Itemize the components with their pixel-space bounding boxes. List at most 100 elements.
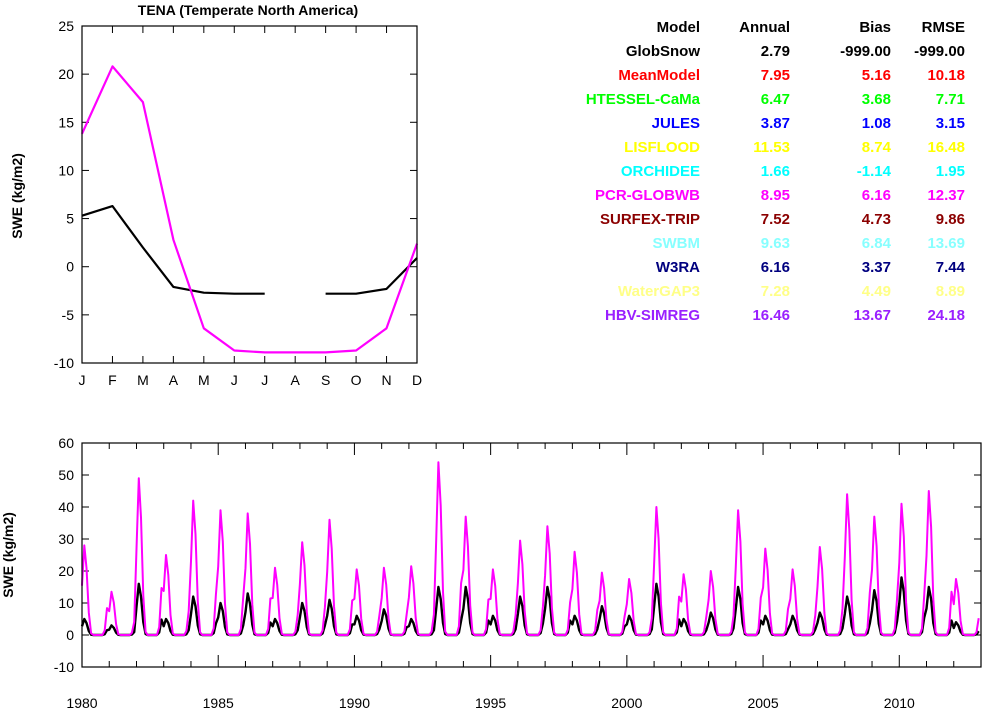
- table-cell: 7.44: [936, 259, 966, 276]
- x-tick-label: 1980: [66, 695, 97, 711]
- statistics-table: Model Annual Bias RMSE GlobSnow 2.79 -999.00 -9…: [586, 19, 966, 324]
- table-cell: 3.37: [862, 259, 891, 276]
- y-tick-label: -10: [54, 355, 74, 371]
- timeseries-chart: SWE (kg/m2) -10 0 10 20 30 40 50 60 1980 1985 1990…: [0, 435, 982, 711]
- table-cell: W3RA: [656, 259, 700, 276]
- series-line: [81, 205, 265, 295]
- table-cell: WaterGAP3: [618, 283, 700, 300]
- x-tick-label: M: [137, 372, 149, 388]
- table-cell: 9.63: [761, 235, 790, 252]
- table-cell: 16.48: [927, 139, 965, 156]
- table-cell: JULES: [652, 115, 700, 132]
- table-cell: 13.69: [927, 235, 965, 252]
- x-tick-label: A: [291, 372, 301, 388]
- tick-marks: [81, 25, 418, 364]
- table-cell: 8.74: [862, 139, 892, 156]
- table-cell: 11.53: [753, 139, 790, 156]
- y-tick-label: 50: [58, 467, 74, 483]
- y-axis-label: SWE (kg/m2): [9, 153, 25, 239]
- table-cell: 6.16: [862, 187, 891, 204]
- table-cell: SURFEX-TRIP: [600, 211, 700, 228]
- y-tick-label: 20: [58, 66, 74, 82]
- table-cell: 6.84: [862, 235, 892, 252]
- y-tick-label: 30: [58, 531, 74, 547]
- table-cell: 7.95: [761, 67, 790, 84]
- y-tick-label: 25: [58, 18, 74, 34]
- table-cell: 4.49: [862, 283, 891, 300]
- table-cell: ORCHIDEE: [621, 163, 700, 180]
- table-cell: HTESSEL-CaMa: [586, 91, 701, 108]
- x-tick-label: M: [198, 372, 210, 388]
- x-tick-label: J: [261, 372, 268, 388]
- y-tick-label: 0: [66, 627, 74, 643]
- table-cell: 2.79: [761, 43, 790, 60]
- series-line: [81, 461, 980, 636]
- table-cell: 6.47: [761, 91, 790, 108]
- tick-labels: -10 0 10 20 30 40 50 60 1980 1985 1990 1995 2000 2005…: [54, 435, 915, 711]
- y-axis-label: SWE (kg/m2): [0, 512, 16, 598]
- table-cell: 8.89: [936, 283, 965, 300]
- table-header: Annual: [739, 19, 790, 36]
- table-cell: HBV-SIMREG: [605, 307, 700, 324]
- table-cell: 24.18: [927, 307, 965, 324]
- y-tick-label: 5: [66, 211, 74, 227]
- table-cell: 1.66: [761, 163, 790, 180]
- y-tick-label: 0: [66, 259, 74, 275]
- table-cell: PCR-GLOBWB: [595, 187, 700, 204]
- x-tick-label: 1990: [339, 695, 370, 711]
- table-cell: 3.15: [936, 115, 965, 132]
- table-cell: 8.95: [761, 187, 790, 204]
- x-tick-label: N: [381, 372, 391, 388]
- x-tick-label: A: [169, 372, 179, 388]
- y-tick-label: -10: [54, 659, 74, 675]
- series-line: [325, 257, 418, 295]
- x-tick-label: 2010: [884, 695, 915, 711]
- x-tick-label: O: [351, 372, 362, 388]
- climatology-chart: TENA (Temperate North America) SWE (kg/m…: [9, 2, 422, 388]
- table-cell: 7.52: [761, 211, 790, 228]
- table-cell: -1.14: [857, 163, 892, 180]
- table-cell: 1.95: [936, 163, 965, 180]
- y-tick-label: 10: [58, 162, 74, 178]
- y-tick-label: 60: [58, 435, 74, 451]
- table-cell: GlobSnow: [626, 43, 700, 60]
- chart-title: TENA (Temperate North America): [138, 2, 358, 18]
- table-cell: 13.67: [853, 307, 891, 324]
- x-tick-label: F: [108, 372, 117, 388]
- plot-frame: [81, 442, 982, 668]
- table-cell: 9.86: [936, 211, 965, 228]
- table-cell: 10.18: [927, 67, 965, 84]
- table-cell: 5.16: [862, 67, 891, 84]
- table-cell: 6.16: [761, 259, 790, 276]
- table-cell: 1.08: [862, 115, 891, 132]
- table-cell: 3.87: [761, 115, 790, 132]
- table-cell: 7.71: [936, 91, 965, 108]
- series-lines: [80, 461, 980, 637]
- table-cell: -999.00: [840, 43, 891, 60]
- table-header: Bias: [859, 19, 891, 36]
- table-cell: SWBM: [653, 235, 701, 252]
- table-header: RMSE: [922, 19, 965, 36]
- y-tick-label: 20: [58, 563, 74, 579]
- series-lines: [80, 65, 419, 354]
- table-header: Model: [657, 19, 700, 36]
- table-cell: 16.46: [752, 307, 790, 324]
- series-line: [80, 65, 419, 354]
- y-tick-label: 10: [58, 595, 74, 611]
- y-tick-label: 15: [58, 114, 74, 130]
- table-cell: 12.37: [927, 187, 965, 204]
- x-tick-label: 1995: [475, 695, 506, 711]
- tick-marks: [81, 442, 982, 668]
- table-cell: LISFLOOD: [624, 139, 700, 156]
- table-cell: -999.00: [914, 43, 965, 60]
- x-tick-label: 2000: [611, 695, 642, 711]
- plot-frame: [81, 25, 418, 364]
- table-cell: 4.73: [862, 211, 891, 228]
- x-tick-label: J: [79, 372, 86, 388]
- tick-labels: -10 -5 0 5 10 15 20 25 J F M A M J J A S O N D: [54, 18, 422, 388]
- x-tick-label: 1985: [203, 695, 234, 711]
- table-cell: 3.68: [862, 91, 891, 108]
- x-tick-label: 2005: [747, 695, 778, 711]
- table-cell: 7.28: [761, 283, 790, 300]
